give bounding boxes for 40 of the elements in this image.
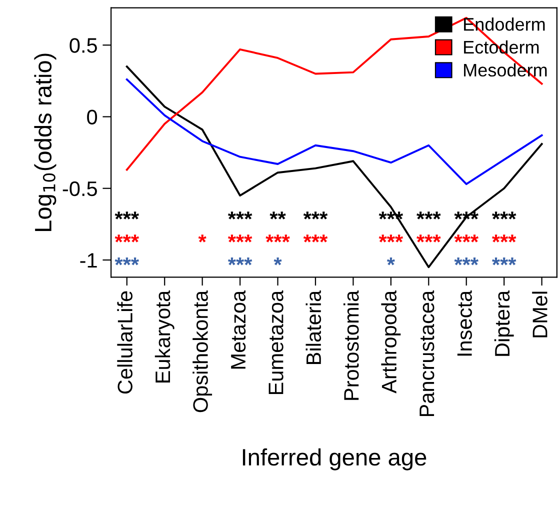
x-tick-label: Diptera (494, 290, 514, 356)
x-tick-label: Arthropoda (381, 290, 401, 394)
annotation: *** (266, 234, 290, 242)
annotation: *** (454, 234, 478, 242)
annotation: *** (303, 234, 328, 242)
x-tick-label: Pancrustacea (420, 290, 434, 416)
x-tick-label: Eukaryota (154, 290, 174, 382)
annotation: *** (114, 257, 140, 266)
x-tick-label: DMel (532, 292, 548, 338)
annotation: *** (114, 234, 140, 242)
y-axis-title: Log$_{10}$(odds ratio) (34, 54, 56, 232)
annotation: *** (228, 234, 252, 242)
annotation: *** (492, 257, 516, 266)
x-tick-label: Protostomia (343, 290, 359, 400)
line-series (126, 78, 543, 186)
x-tick-label: Bilateria (306, 290, 322, 364)
annotation: *** (228, 212, 252, 220)
y-tick-label: 0.5 (70, 38, 97, 53)
annotation: ** (270, 212, 286, 220)
annotation: *** (492, 234, 516, 242)
y-tick-label: -1 (80, 253, 97, 268)
x-tick-label: Insecta (457, 290, 472, 356)
annotation: *** (454, 257, 478, 266)
annotation: *** (114, 212, 140, 220)
x-tick-label: Eumetazoa (268, 290, 284, 394)
annotation: * (386, 257, 395, 266)
annotation: *** (416, 234, 441, 242)
x-axis-title: Inferred gene age (242, 448, 426, 470)
annotation: *** (416, 212, 441, 220)
annotation: *** (228, 257, 252, 266)
x-tick-label: CellularLife (117, 291, 132, 394)
y-tick-label: -0.5 (62, 181, 97, 196)
y-tick-label: 0 (87, 110, 98, 124)
x-tick-label: Opsithokonta (192, 290, 212, 412)
annotation: * (198, 234, 206, 242)
annotation: *** (378, 234, 404, 242)
annotation: *** (492, 212, 516, 220)
x-tick-label: Metazoa (231, 290, 246, 369)
annotation: *** (303, 212, 328, 220)
annotation: * (274, 257, 282, 266)
